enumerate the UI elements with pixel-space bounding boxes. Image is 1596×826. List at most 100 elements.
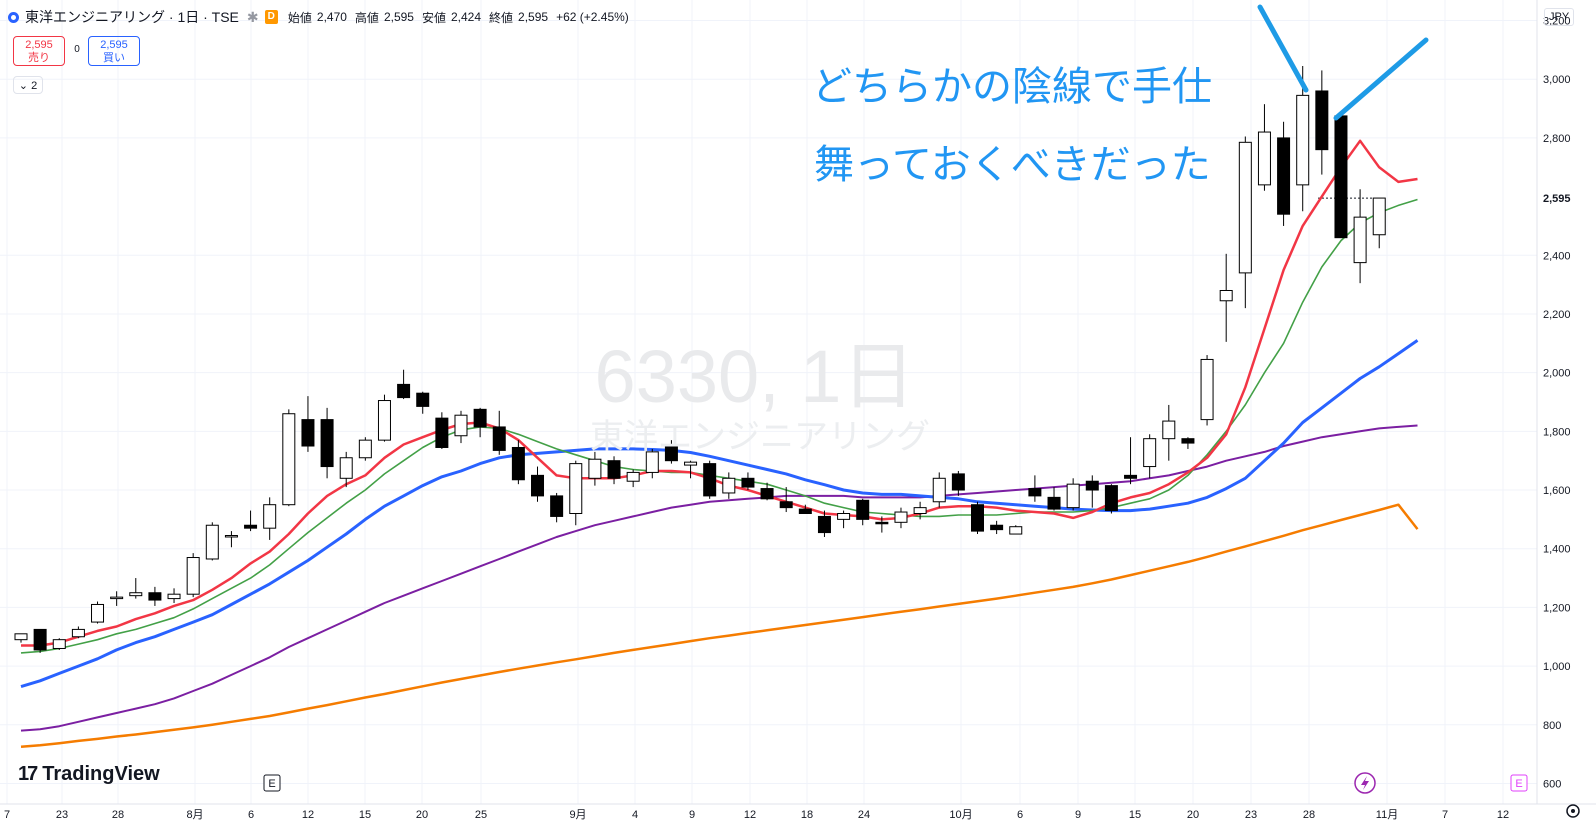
change-value: +62 (+2.45%) <box>556 10 629 24</box>
low-label: 安値 <box>421 10 446 25</box>
lightning-icon[interactable] <box>1354 772 1376 794</box>
time-tick-label: 6 <box>248 809 254 821</box>
sell-label: 売り <box>28 52 50 64</box>
candle <box>129 578 143 599</box>
candle-body <box>1028 488 1042 497</box>
candle <box>1372 197 1386 249</box>
candle <box>1028 475 1042 502</box>
annotation-arrow-left <box>1257 4 1309 93</box>
time-tick-label: 18 <box>801 809 813 821</box>
candle-body <box>837 513 851 520</box>
buy-button[interactable]: 2,595 買い <box>88 36 140 66</box>
price-tick-label: 2,200 <box>1543 309 1571 321</box>
candle <box>1143 434 1157 479</box>
candle <box>1353 189 1367 284</box>
candle-body <box>722 477 736 494</box>
time-tick-label: 15 <box>1129 809 1141 821</box>
tradingview-mark-icon: 17 <box>18 763 38 785</box>
high-value: 2,595 <box>383 10 414 24</box>
candle-body <box>875 521 889 525</box>
time-tick-label: 10月 <box>949 809 972 821</box>
candle-body <box>1238 141 1252 274</box>
price-tick-label: 1,200 <box>1543 602 1571 614</box>
annotation-arrow-right <box>1333 37 1429 121</box>
candle <box>186 553 200 598</box>
candle <box>1257 104 1271 191</box>
sell-button[interactable]: 2,595 売り <box>13 36 65 66</box>
annotation-line-1: どちらかの陰線で手仕 <box>812 64 1212 110</box>
currency-button[interactable]: JPY <box>1544 8 1575 26</box>
asterisk-icon[interactable]: ✱ <box>246 8 259 25</box>
ma10-line <box>20 198 1418 654</box>
earnings-marker-2[interactable]: E <box>1510 774 1528 792</box>
candle <box>741 472 755 491</box>
candle-body <box>894 511 908 523</box>
symbol-title[interactable]: 東洋エンジニアリング · 1日 · TSE <box>25 9 239 25</box>
price-tick-label: 1,600 <box>1543 485 1571 497</box>
candle-body <box>263 504 277 529</box>
candle <box>454 410 468 444</box>
watermark-symbol: 6330, 1日 <box>595 335 916 418</box>
candle <box>377 394 391 442</box>
time-tick-label: 28 <box>112 809 124 821</box>
candle-body <box>52 639 66 649</box>
candle-body <box>377 400 391 441</box>
candle <box>1104 484 1118 514</box>
candle-body <box>588 458 602 479</box>
candle <box>14 633 28 643</box>
candle-body <box>1124 474 1138 479</box>
candle <box>703 460 717 499</box>
settings-icon[interactable] <box>1566 804 1580 818</box>
indicator-collapse-button[interactable]: ⌄ 2 <box>13 76 43 94</box>
candle-body <box>1162 420 1176 440</box>
candle-body <box>1372 197 1386 236</box>
time-tick-label: 7 <box>4 809 10 821</box>
time-tick-label: 23 <box>1245 809 1257 821</box>
candle-body <box>1143 438 1157 468</box>
candle <box>856 498 870 526</box>
candle-body <box>1257 131 1271 186</box>
candle <box>282 409 296 507</box>
time-tick-label: 9 <box>1075 809 1081 821</box>
candle <box>1009 525 1023 535</box>
candle-body <box>14 633 28 641</box>
time-tick-label: 6 <box>1017 809 1023 821</box>
candle <box>837 510 851 529</box>
candle-body <box>1085 480 1099 491</box>
time-tick-label: 25 <box>475 809 487 821</box>
candle-body <box>684 461 698 466</box>
candle <box>1219 253 1233 342</box>
candle <box>645 448 659 479</box>
candle <box>588 451 602 486</box>
low-value: 2,424 <box>450 10 482 24</box>
candle <box>550 492 564 523</box>
candle <box>1162 404 1176 461</box>
tradingview-logo[interactable]: 17 TradingView <box>18 763 160 786</box>
candle-body <box>1353 216 1367 264</box>
price-tick-label: 1,400 <box>1543 544 1571 556</box>
candle-body <box>1181 438 1195 444</box>
candle <box>607 456 621 485</box>
time-tick-label: 7 <box>1442 809 1448 821</box>
price-tick-label: 1,000 <box>1543 661 1571 673</box>
candle-body <box>167 593 181 600</box>
candle <box>817 510 831 537</box>
candle-body <box>664 445 678 462</box>
candle <box>301 396 315 452</box>
ma100-line <box>20 503 1419 749</box>
candle-body <box>186 557 200 595</box>
candle-body <box>1066 483 1080 509</box>
candle <box>1238 136 1252 309</box>
time-tick-label: 28 <box>1303 809 1315 821</box>
time-axis: 7 23 28 8月 6 12 15 20 25 9月 4 9 12 18 24 10月 6 9 15 20 23 28 1… <box>4 809 1509 821</box>
candle <box>1124 437 1138 485</box>
candle <box>1315 70 1329 175</box>
price-tick-label: 2,400 <box>1543 250 1571 262</box>
candle-body <box>511 446 525 481</box>
candle <box>511 440 525 485</box>
candle <box>779 487 793 513</box>
candle <box>1066 478 1080 511</box>
earnings-marker-1[interactable]: E <box>263 774 281 792</box>
close-value: 2,595 <box>518 10 549 24</box>
